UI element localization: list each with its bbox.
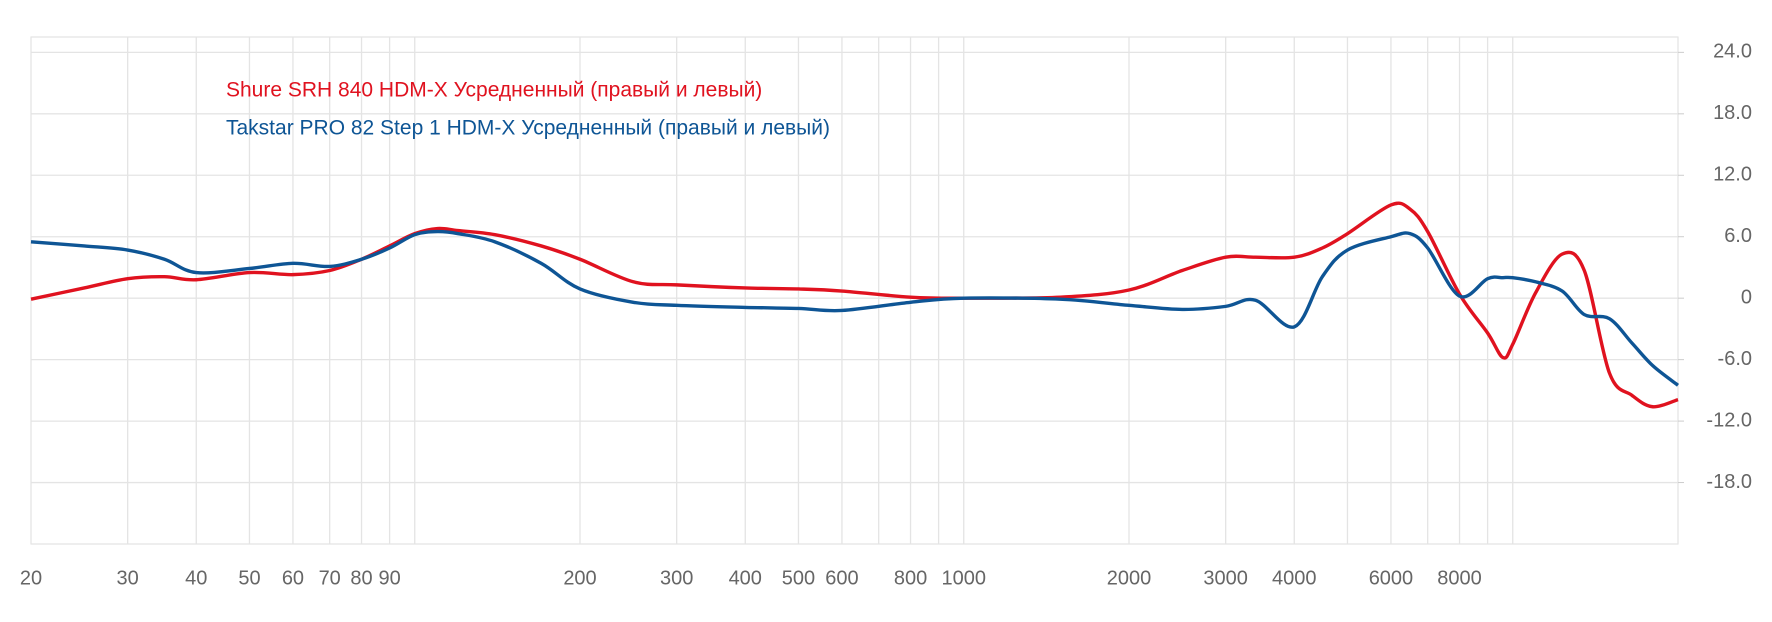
x-tick-label: 40 xyxy=(185,567,207,589)
x-tick-label: 6000 xyxy=(1369,567,1414,589)
legend-entry: Shure SRH 840 HDM-X Усредненный (правый … xyxy=(226,79,762,102)
x-tick-label: 200 xyxy=(563,567,596,589)
series-line xyxy=(30,201,1679,409)
x-tick-label: 80 xyxy=(350,567,372,589)
y-tick-label: 0 xyxy=(1741,286,1752,308)
y-tick-label: -18.0 xyxy=(1706,471,1752,493)
x-tick-label: 400 xyxy=(729,567,762,589)
x-tick-label: 3000 xyxy=(1203,567,1248,589)
x-tick-label: 90 xyxy=(378,567,400,589)
x-tick-label: 20 xyxy=(20,567,42,589)
y-tick-label: 24.0 xyxy=(1713,41,1752,63)
x-tick-label: 1000 xyxy=(941,567,986,589)
y-tick-label: -6.0 xyxy=(1718,348,1752,370)
x-tick-label: 8000 xyxy=(1437,567,1482,589)
y-tick-label: -12.0 xyxy=(1706,409,1752,431)
y-tick-label: 12.0 xyxy=(1713,164,1752,186)
x-tick-label: 2000 xyxy=(1107,567,1152,589)
x-tick-label: 600 xyxy=(825,567,858,589)
y-tick-label: 18.0 xyxy=(1713,102,1752,124)
x-tick-label: 500 xyxy=(782,567,815,589)
x-tick-label: 300 xyxy=(660,567,693,589)
legend-entry: Takstar PRO 82 Step 1 HDM-X Усредненный … xyxy=(226,117,830,140)
series-line xyxy=(30,229,1680,387)
x-tick-label: 30 xyxy=(117,567,139,589)
x-tick-label: 50 xyxy=(238,567,260,589)
y-tick-label: 6.0 xyxy=(1724,225,1752,247)
x-tick-label: 4000 xyxy=(1272,567,1317,589)
x-tick-label: 800 xyxy=(894,567,927,589)
x-tick-label: 70 xyxy=(319,567,341,589)
x-tick-label: 60 xyxy=(282,567,304,589)
